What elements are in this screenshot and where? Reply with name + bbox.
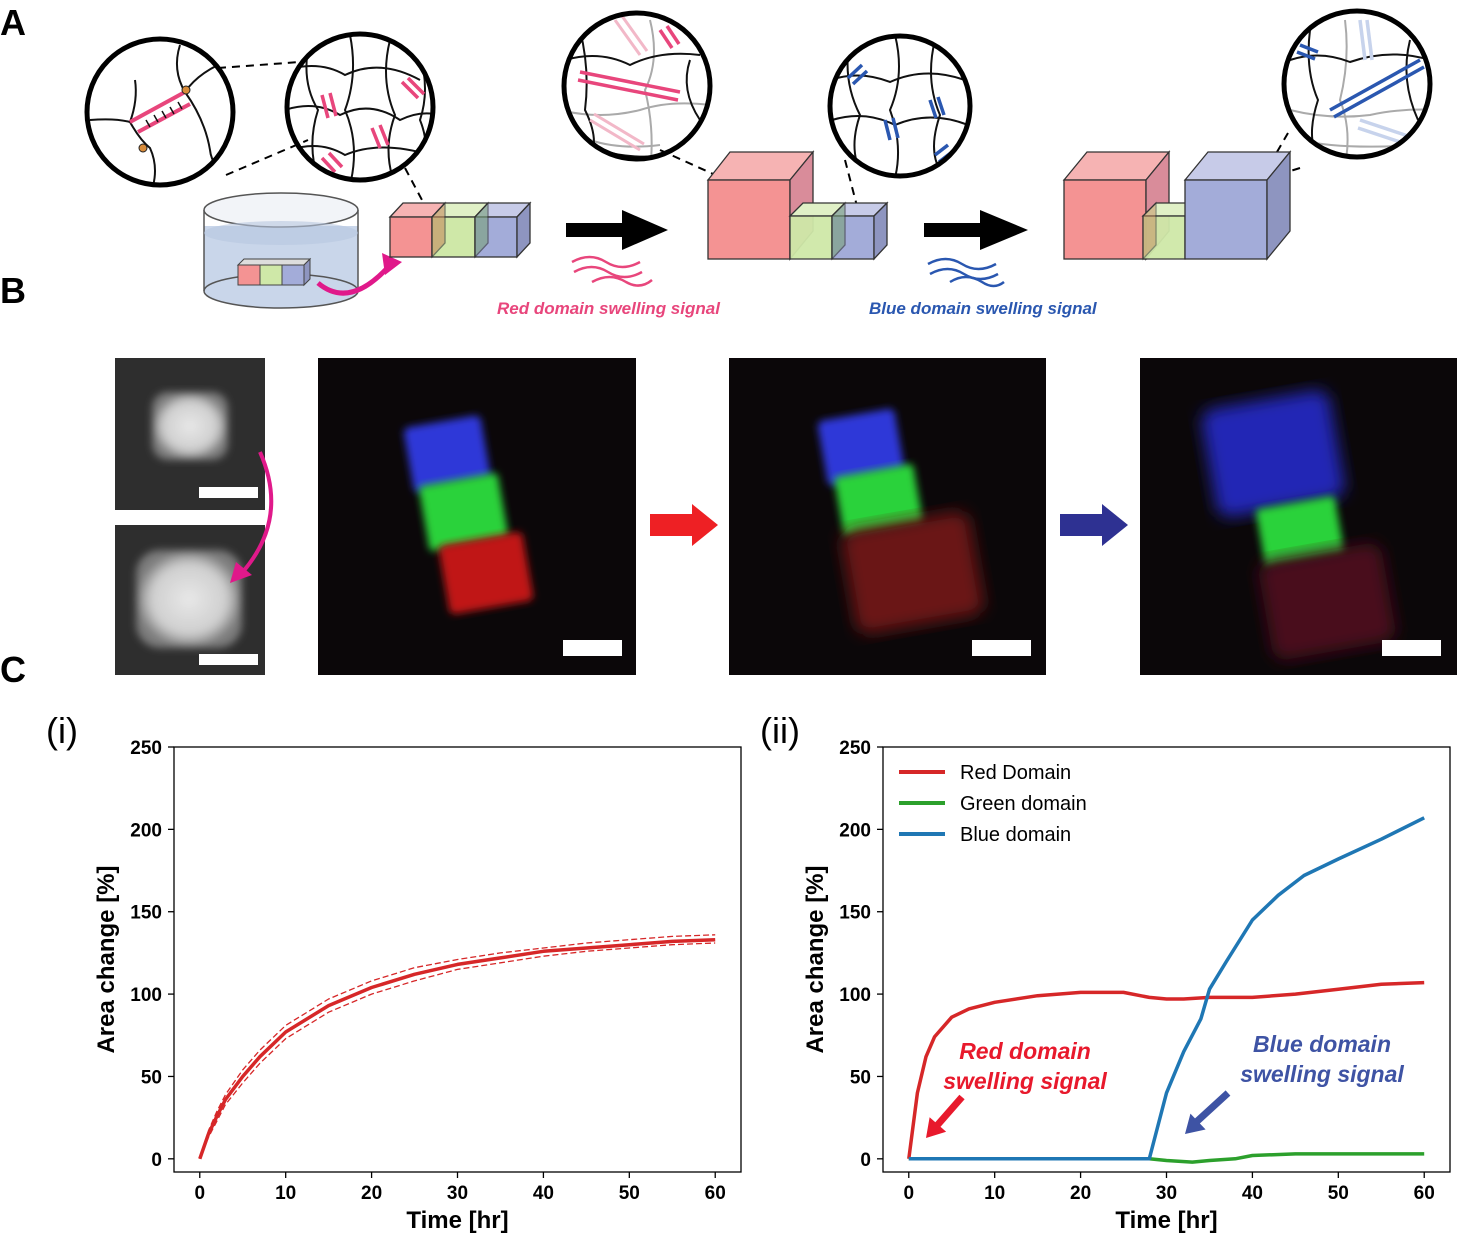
annotation-text: swelling signal [1240,1061,1404,1087]
zoom-circle-blue-swollen [1281,8,1433,160]
y-axis-title: Area change [%] [93,865,120,1053]
annotation-arrow [1190,1090,1231,1128]
blue-arrow [1060,504,1128,546]
red-arrow [650,504,718,546]
scale-bar [972,640,1031,656]
panel-letter-b: B [0,270,26,311]
y-axis-title: Area change [%] [802,865,829,1053]
annotation-text: swelling signal [943,1068,1107,1094]
annotation-text: Blue domain [1253,1031,1391,1057]
process-arrow-1 [566,210,668,287]
y-tick-label: 150 [839,903,871,924]
x-tick-label: 40 [533,1183,554,1204]
micrograph-fluorescent-initial [318,358,636,675]
scale-bar [1382,640,1441,656]
micrograph-grayscale-after [115,525,265,675]
y-tick-label: 200 [839,820,871,841]
x-tick-label: 50 [1328,1183,1349,1204]
x-tick-label: 60 [705,1183,726,1204]
cube-stack-red-swollen [706,150,889,261]
panel-letter-a: A [0,2,26,43]
x-tick-label: 40 [1242,1183,1263,1204]
zoom-circle-blue [827,33,973,179]
x-axis-title: Time [hr] [1115,1207,1217,1234]
y-tick-label: 200 [130,820,162,841]
y-tick-label: 250 [839,738,871,759]
zoom-circle-network [284,31,436,183]
y-tick-label: 100 [130,985,162,1006]
legend-label: Green domain [960,793,1087,815]
series-line-blue-domain [908,816,1425,1161]
transfer-arrow [316,263,392,296]
series-line-trace-2 [199,942,716,1160]
zoom-circle-crosslink [84,36,236,188]
annotation-text: Red domain [959,1038,1091,1064]
x-tick-label: 0 [903,1183,914,1204]
series-line-trace-0 [198,937,716,1160]
annotation-arrowhead [1185,1113,1206,1134]
micrograph-fluorescent-both-swollen [1140,358,1457,675]
y-tick-label: 0 [860,1150,871,1171]
legend-label: Blue domain [960,824,1071,846]
y-tick-label: 100 [839,985,871,1006]
x-tick-label: 20 [1070,1183,1091,1204]
swelling-arrow [238,451,274,577]
chart-area-change-i: 0 50 100 150 200 250 0 10 20 30 40 50 60 Time [hr] Are… [93,738,742,1234]
x-tick-label: 50 [619,1183,640,1204]
zoom-circle-red-swollen [561,10,713,162]
schematic-panel-a: Red domain swelling signal [84,8,1433,318]
y-tick-label: 50 [850,1067,871,1088]
scale-bar [563,640,622,656]
series-line-trace-1 [199,934,716,1159]
micrograph-fluorescent-red-swollen [729,358,1046,675]
legend-label: Red Domain [960,762,1071,784]
chart-area-change-ii: 0 50 100 150 200 250 0 10 20 30 40 50 60 Time [hr] Are… [802,738,1451,1234]
x-tick-label: 60 [1414,1183,1435,1204]
scale-bar [199,487,258,498]
process-arrow-2 [924,210,1028,288]
red-signal-label: Red domain swelling signal [497,299,721,318]
chart-i-label: (i) [46,710,78,751]
y-tick-label: 0 [151,1150,162,1171]
y-tick-label: 50 [141,1067,162,1088]
panel-letter-c: C [0,649,26,690]
x-tick-label: 0 [194,1183,205,1204]
cube-stack-both-swollen [1062,150,1292,261]
x-axis-title: Time [hr] [406,1207,508,1234]
series-line-red-domain [907,980,1425,1160]
x-tick-label: 30 [447,1183,468,1204]
cube-stack-initial [388,201,532,259]
x-tick-label: 30 [1156,1183,1177,1204]
x-tick-label: 20 [361,1183,382,1204]
y-tick-label: 150 [130,903,162,924]
blue-signal-label: Blue domain swelling signal [869,299,1098,318]
annotation-arrowhead [926,1117,947,1138]
chart-ii-label: (ii) [760,710,800,751]
micrograph-grayscale-before [115,358,265,510]
x-tick-label: 10 [275,1183,296,1204]
x-tick-label: 10 [984,1183,1005,1204]
y-tick-label: 250 [130,738,162,759]
scale-bar [199,654,258,665]
annotation-arrow [931,1094,965,1132]
